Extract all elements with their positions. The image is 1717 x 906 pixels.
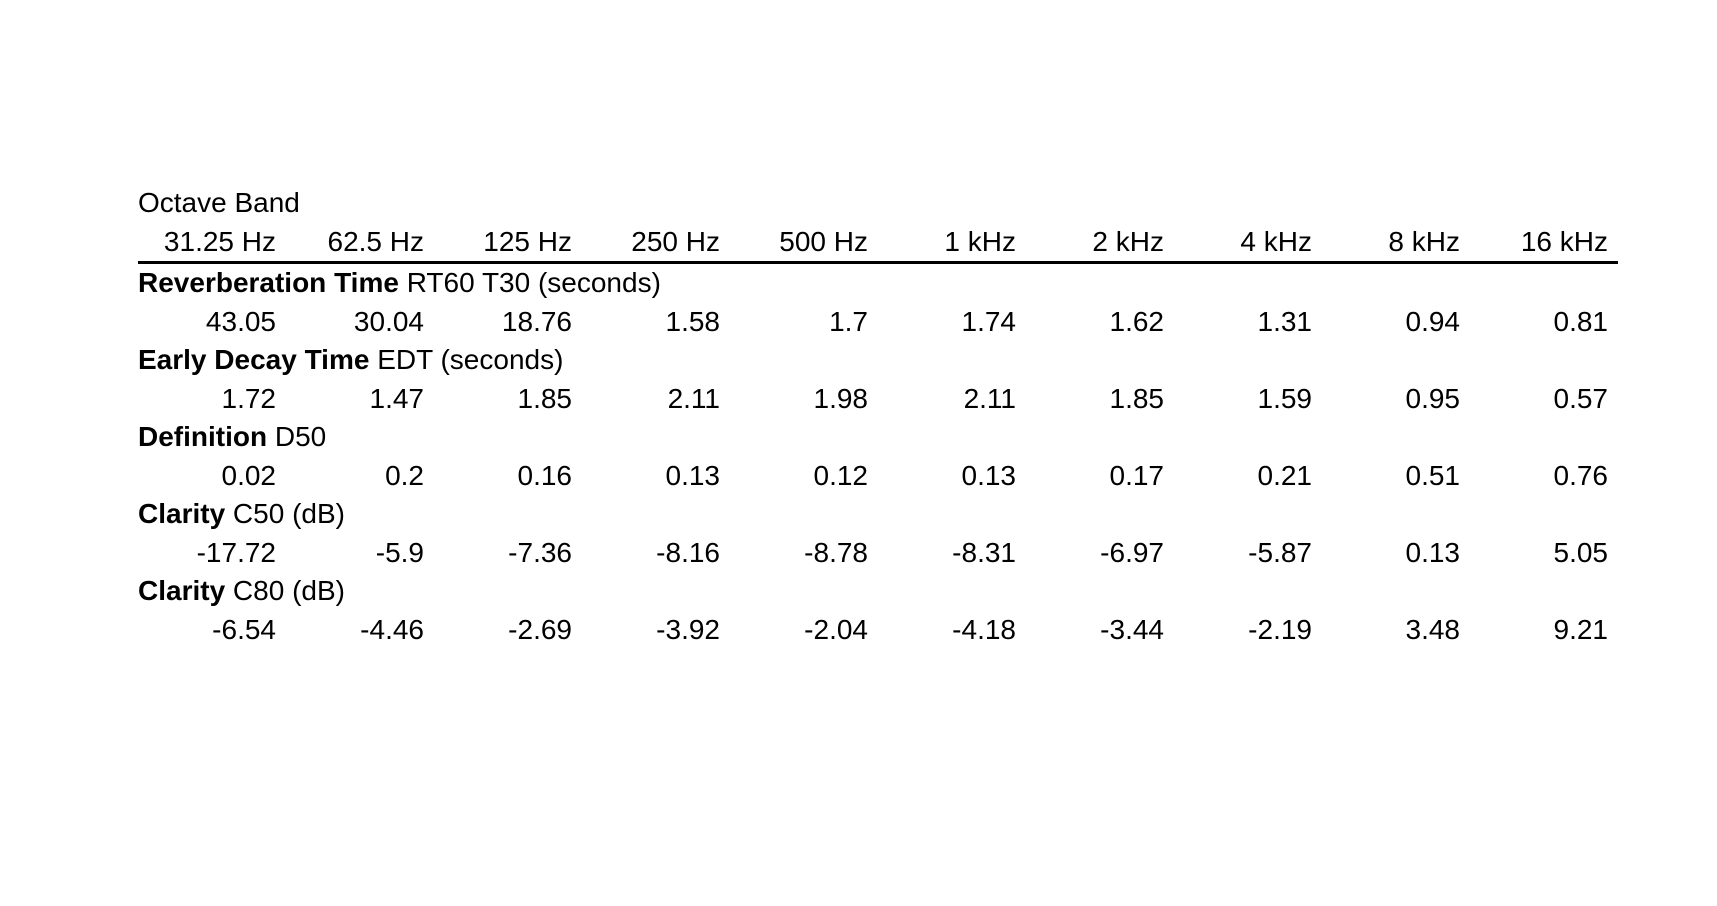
metric-name: Reverberation Time xyxy=(138,267,399,298)
metric-suffix: D50 xyxy=(267,421,327,452)
column-header-62-5-hz: 62.5 Hz xyxy=(286,222,434,264)
value-cell: -5.9 xyxy=(375,536,424,568)
value-cell: 1.59 xyxy=(1257,382,1313,414)
column-header-2-khz: 2 kHz xyxy=(1026,222,1174,264)
table-head: Octave Band 31.25 Hz 62.5 Hz 125 Hz 250 Hz 5… xyxy=(138,184,1618,264)
value-cell: 9.21 xyxy=(1553,613,1609,645)
value-cell: 0.16 xyxy=(517,459,573,491)
metric-values-row-clarity-c50-db: -17.72 -5.9 -7.36 -8.16 -8.78 -8.31 -6.97 -5.87… xyxy=(138,534,1618,573)
column-header-4-khz: 4 kHz xyxy=(1174,222,1322,264)
column-header-500-hz: 500 Hz xyxy=(730,222,878,264)
metric-label: Early Decay Time EDT (seconds) xyxy=(138,341,1618,380)
value-cell: 0.94 xyxy=(1405,305,1461,337)
table-title: Octave Band xyxy=(138,187,300,218)
value-cell: 0.13 xyxy=(961,459,1017,491)
metric-values-row-early-decay-time-edt-seconds: 1.72 1.47 1.85 2.11 1.98 2.11 1.85 1.59 0.95 0.57 xyxy=(138,380,1618,419)
metric-name: Definition xyxy=(138,421,268,452)
octave-band-acoustics-table: Octave Band 31.25 Hz 62.5 Hz 125 Hz 250 Hz 5… xyxy=(138,184,1618,649)
value-cell: -6.97 xyxy=(1100,536,1164,568)
value-cell: 0.51 xyxy=(1405,459,1461,491)
value-cell: 5.05 xyxy=(1553,536,1609,568)
metric-label-row-early-decay-time-edt-seconds: Early Decay Time EDT (seconds) xyxy=(138,341,1618,380)
metric-name: Early Decay Time xyxy=(138,344,370,375)
value-cell: 1.98 xyxy=(813,382,869,414)
value-cell: 0.81 xyxy=(1553,305,1609,337)
metric-label: Reverberation Time RT60 T30 (seconds) xyxy=(138,263,1618,303)
metric-values-row-clarity-c80-db: -6.54 -4.46 -2.69 -3.92 -2.04 -4.18 -3.44 -2.19… xyxy=(138,611,1618,650)
value-cell: -2.04 xyxy=(804,613,868,645)
metric-suffix: RT60 T30 (seconds) xyxy=(398,267,661,298)
value-cell: 0.21 xyxy=(1257,459,1313,491)
metric-suffix: EDT (seconds) xyxy=(369,344,564,375)
metric-name: Clarity xyxy=(138,498,226,529)
value-cell: -2.19 xyxy=(1248,613,1312,645)
metric-label: Clarity C50 (dB) xyxy=(138,495,1618,534)
metric-suffix: C80 (dB) xyxy=(225,575,345,606)
value-cell: 43.05 xyxy=(205,305,276,337)
metric-label-row-clarity-c80-db: Clarity C80 (dB) xyxy=(138,572,1618,611)
value-cell: 0.13 xyxy=(665,459,721,491)
value-cell: 0.76 xyxy=(1553,459,1609,491)
value-cell: 18.76 xyxy=(501,305,572,337)
value-cell: 1.85 xyxy=(517,382,573,414)
column-header-1-khz: 1 kHz xyxy=(878,222,1026,264)
value-cell: -8.16 xyxy=(656,536,720,568)
metric-label-row-clarity-c50-db: Clarity C50 (dB) xyxy=(138,495,1618,534)
metric-label-row-definition-d50: Definition D50 xyxy=(138,418,1618,457)
value-cell: 30.04 xyxy=(353,305,424,337)
column-header-16-khz: 16 kHz xyxy=(1470,222,1618,264)
value-cell: -5.87 xyxy=(1248,536,1312,568)
value-cell: 0.02 xyxy=(221,459,277,491)
value-cell: 2.11 xyxy=(667,382,720,414)
value-cell: -8.78 xyxy=(804,536,868,568)
value-cell: 1.72 xyxy=(221,382,277,414)
value-cell: 1.85 xyxy=(1109,382,1165,414)
column-header-8-khz: 8 kHz xyxy=(1322,222,1470,264)
metric-label-row-reverberation-time-rt60-t30-seconds: Reverberation Time RT60 T30 (seconds) xyxy=(138,263,1618,303)
value-cell: -4.46 xyxy=(360,613,424,645)
metric-label: Definition D50 xyxy=(138,418,1618,457)
value-cell: 1.31 xyxy=(1257,305,1313,337)
value-cell: 0.2 xyxy=(385,459,424,491)
table-body: Reverberation Time RT60 T30 (seconds) 43.… xyxy=(138,263,1618,650)
value-cell: 2.11 xyxy=(963,382,1016,414)
value-cell: -6.54 xyxy=(212,613,276,645)
value-cell: -3.92 xyxy=(656,613,720,645)
metric-label: Clarity C80 (dB) xyxy=(138,572,1618,611)
table-title-row: Octave Band xyxy=(138,184,1618,223)
value-cell: -8.31 xyxy=(952,536,1016,568)
column-header-250-hz: 250 Hz xyxy=(582,222,730,264)
value-cell: 0.12 xyxy=(813,459,869,491)
value-cell: -17.72 xyxy=(196,536,276,568)
value-cell: 0.57 xyxy=(1553,382,1609,414)
value-cell: -7.36 xyxy=(508,536,572,568)
metric-values-row-reverberation-time-rt60-t30-seconds: 43.05 30.04 18.76 1.58 1.7 1.74 1.62 1.31 0.94 0.… xyxy=(138,303,1618,342)
value-cell: 0.17 xyxy=(1109,459,1165,491)
value-cell: 0.13 xyxy=(1405,536,1461,568)
column-header-31-25-hz: 31.25 Hz xyxy=(138,222,286,264)
value-cell: 1.74 xyxy=(961,305,1017,337)
value-cell: -3.44 xyxy=(1100,613,1164,645)
value-cell: 3.48 xyxy=(1405,613,1461,645)
metric-suffix: C50 (dB) xyxy=(225,498,345,529)
value-cell: -4.18 xyxy=(952,613,1016,645)
column-header-125-hz: 125 Hz xyxy=(434,222,582,264)
value-cell: 1.47 xyxy=(369,382,425,414)
value-cell: -2.69 xyxy=(508,613,572,645)
value-cell: 1.58 xyxy=(665,305,721,337)
value-cell: 0.95 xyxy=(1405,382,1461,414)
metric-values-row-definition-d50: 0.02 0.2 0.16 0.13 0.12 0.13 0.17 0.21 0.51 0.76 xyxy=(138,457,1618,496)
frequency-header-row: 31.25 Hz 62.5 Hz 125 Hz 250 Hz 500 Hz 1 kHz 2 … xyxy=(138,222,1618,264)
value-cell: 1.62 xyxy=(1109,305,1165,337)
metric-name: Clarity xyxy=(138,575,226,606)
value-cell: 1.7 xyxy=(829,305,868,337)
